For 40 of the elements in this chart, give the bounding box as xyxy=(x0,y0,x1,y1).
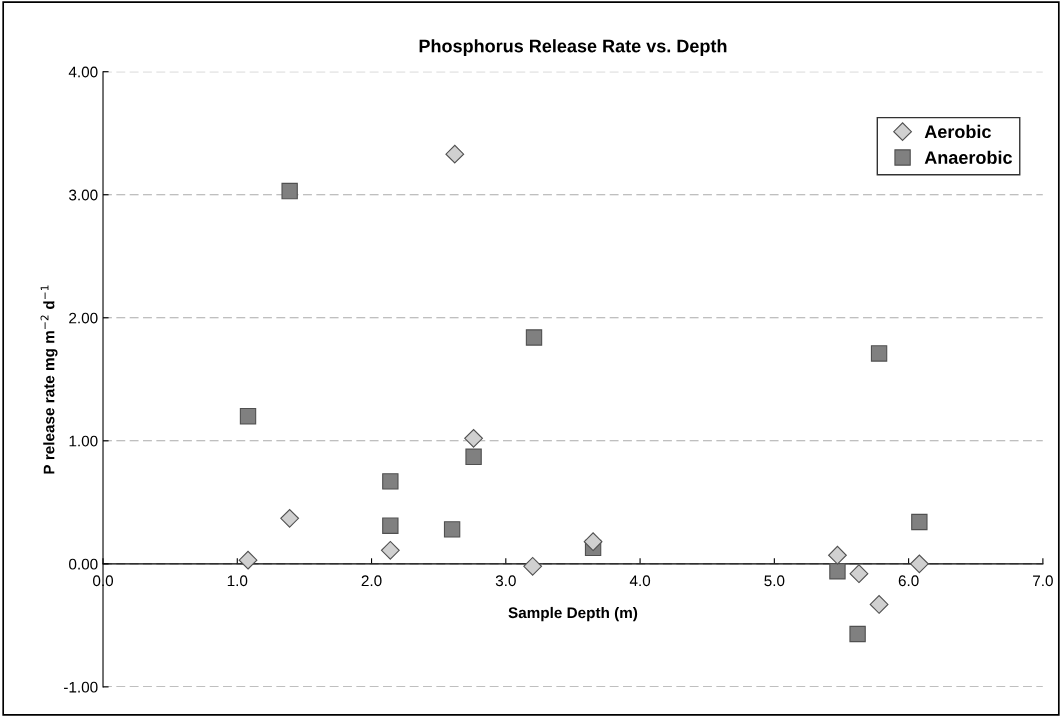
point xyxy=(870,345,888,362)
point xyxy=(829,563,846,580)
y-tick-label: 0.00 xyxy=(69,558,98,570)
x-tick-label: 6.0 xyxy=(898,575,919,587)
x-tick-label: 2.0 xyxy=(361,575,382,587)
chart-title: Phosphorus Release Rate vs. Depth xyxy=(419,39,727,56)
point xyxy=(380,540,400,560)
point xyxy=(239,408,257,425)
point xyxy=(828,545,847,565)
y-tick-label: 1.00 xyxy=(69,435,98,447)
y-tick-label: 2.00 xyxy=(69,312,98,324)
x-tick-label: 4.0 xyxy=(629,575,651,587)
point xyxy=(523,556,543,576)
legend-label: Aerobic xyxy=(924,124,991,139)
point xyxy=(465,448,482,466)
point xyxy=(869,595,889,614)
x-tick-label: 7.0 xyxy=(1033,575,1053,587)
point xyxy=(849,564,869,584)
y-tick-label: 3.00 xyxy=(69,189,98,201)
point xyxy=(464,428,483,448)
x-tick-label: 1.0 xyxy=(227,575,248,587)
point xyxy=(280,508,300,528)
point xyxy=(525,329,543,346)
point xyxy=(911,513,928,531)
point xyxy=(443,521,461,538)
point xyxy=(445,144,465,164)
point xyxy=(281,182,298,200)
point xyxy=(382,473,399,490)
x-axis-title: Sample Depth (m) xyxy=(508,606,638,622)
legend-label: Anaerobic xyxy=(924,150,1013,164)
y-axis-title: P release rate mg m$^{−2}$ d$^{−1}$ xyxy=(40,285,58,474)
point xyxy=(238,550,258,570)
x-tick-label: 5.0 xyxy=(764,575,785,587)
y-tick-label: 4.00 xyxy=(68,66,98,78)
point xyxy=(909,554,929,574)
point xyxy=(382,517,399,534)
x-tick-label: 3.0 xyxy=(495,575,516,587)
y-tick-label: -1.00 xyxy=(64,681,98,693)
point xyxy=(583,532,603,552)
point xyxy=(849,625,866,643)
